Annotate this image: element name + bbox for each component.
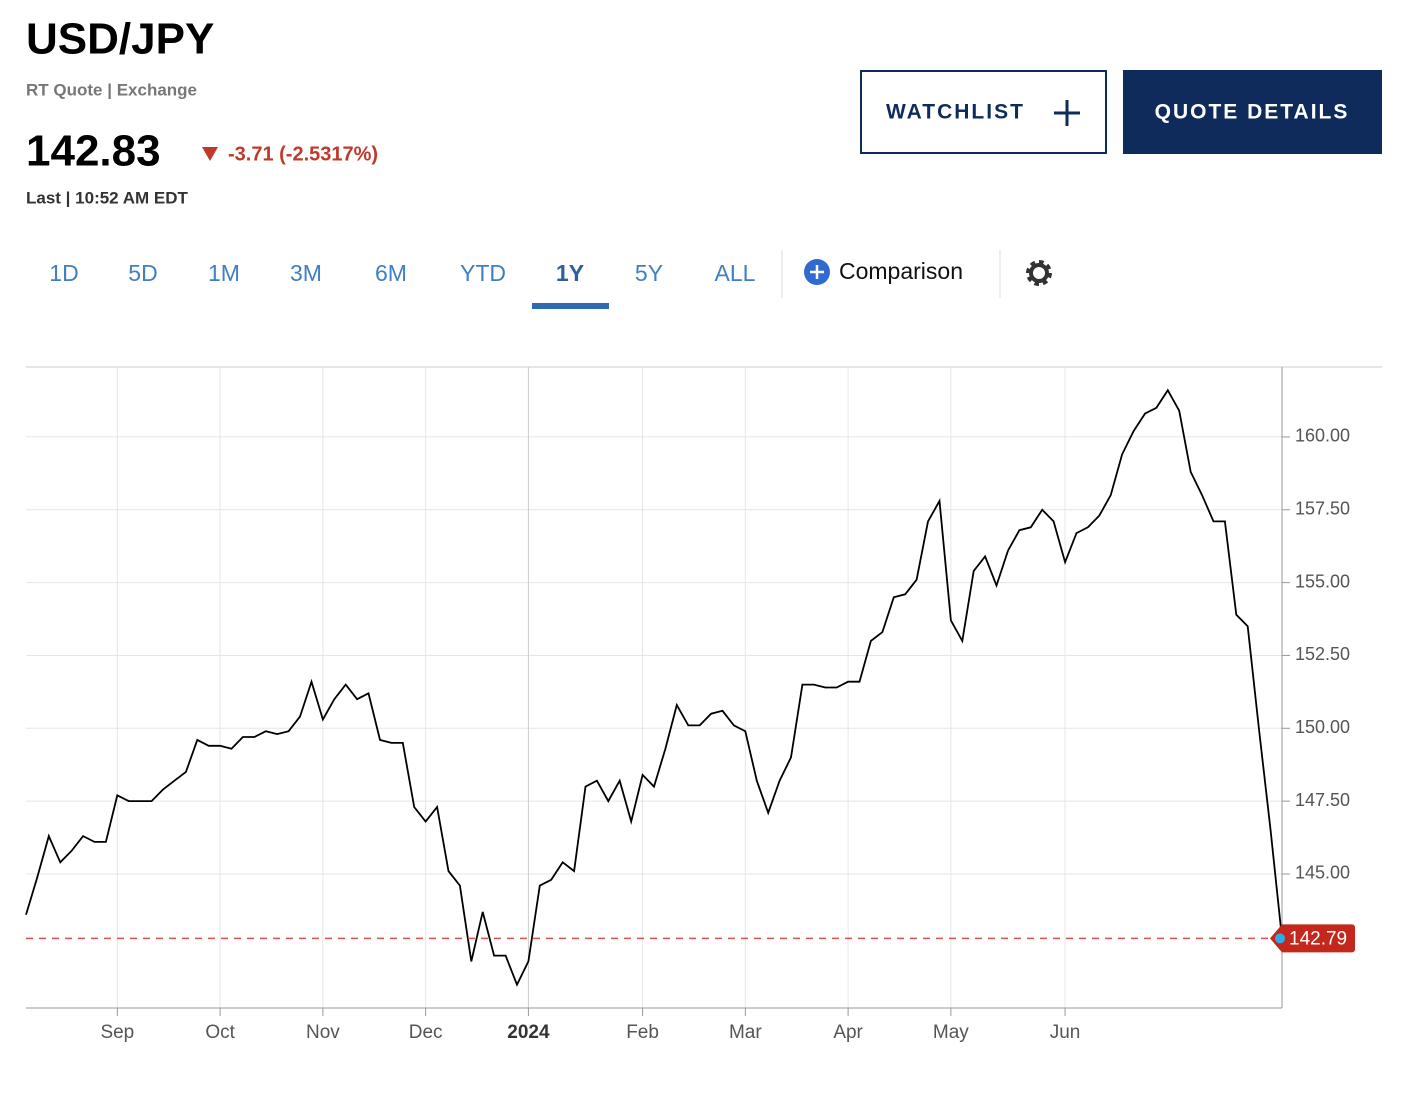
y-tick-label: 155.00	[1295, 571, 1350, 591]
settings-button[interactable]	[1026, 260, 1052, 286]
quote-details-button[interactable]: QUOTE DETAILS	[1123, 70, 1382, 154]
price: 142.83	[26, 127, 161, 176]
range-tab[interactable]: ALL	[715, 260, 756, 286]
y-tick-label: 160.00	[1295, 426, 1350, 446]
last-price-dot	[1275, 933, 1285, 944]
range-tab[interactable]: 5D	[128, 260, 157, 286]
range-tab[interactable]: 6M	[375, 260, 407, 286]
watchlist-label: WATCHLIST	[886, 101, 1025, 124]
range-tabs: 1D 5D 1M 3M 6M YTD 1Y 5Y ALL	[49, 260, 756, 309]
comparison-label: Comparison	[839, 258, 963, 284]
x-tick-label: Dec	[409, 1022, 443, 1043]
last-price-callout	[1270, 924, 1355, 953]
change: -3.71 (-2.5317%)	[228, 143, 378, 165]
quote-details-frame	[1123, 70, 1382, 154]
x-tick-label: Apr	[833, 1022, 863, 1043]
plus-icon	[1054, 100, 1080, 126]
y-tick-label: 145.00	[1295, 863, 1350, 883]
y-tick-label: 150.00	[1295, 717, 1350, 737]
x-tick-label: Nov	[306, 1022, 340, 1043]
down-arrow	[202, 147, 218, 161]
x-tick-label: Jun	[1050, 1022, 1081, 1043]
range-tab[interactable]: 1D	[49, 260, 78, 286]
symbol: USD/JPY	[26, 15, 214, 64]
quote-details-label: QUOTE DETAILS	[1155, 101, 1350, 124]
range-tab[interactable]: 3M	[290, 260, 322, 286]
x-tick-label: Oct	[205, 1022, 235, 1043]
last-time: Last | 10:52 AM EDT	[26, 188, 189, 207]
chart: 145.00 147.50 150.00 152.50 155.00 157.50 160.…	[25, 366, 1382, 1043]
x-tick-label: Feb	[626, 1022, 659, 1043]
range-tab[interactable]: YTD	[460, 260, 506, 286]
source: RT Quote | Exchange	[26, 80, 197, 99]
gear-body	[1029, 263, 1049, 283]
y-tick-label: 147.50	[1295, 790, 1350, 810]
x-tick-label: Sep	[100, 1022, 134, 1043]
range-tab[interactable]: 1Y	[556, 260, 584, 286]
x-tick-label: May	[933, 1022, 969, 1043]
x-tick-label: 2024	[507, 1022, 550, 1043]
y-tick-label: 152.50	[1295, 644, 1350, 664]
x-tick-label: Mar	[729, 1022, 762, 1043]
comparison-plus	[810, 265, 824, 279]
active-underline	[532, 303, 609, 309]
watchlist-button[interactable]: WATCHLIST	[860, 70, 1107, 154]
price-line	[25, 388, 1283, 987]
range-tab[interactable]: 5Y	[635, 260, 663, 286]
last-price-label: 142.79	[1289, 928, 1347, 949]
y-tick-label: 157.50	[1295, 499, 1350, 519]
range-tab[interactable]: 1M	[208, 260, 240, 286]
comparison-button[interactable]: Comparison	[804, 258, 963, 285]
